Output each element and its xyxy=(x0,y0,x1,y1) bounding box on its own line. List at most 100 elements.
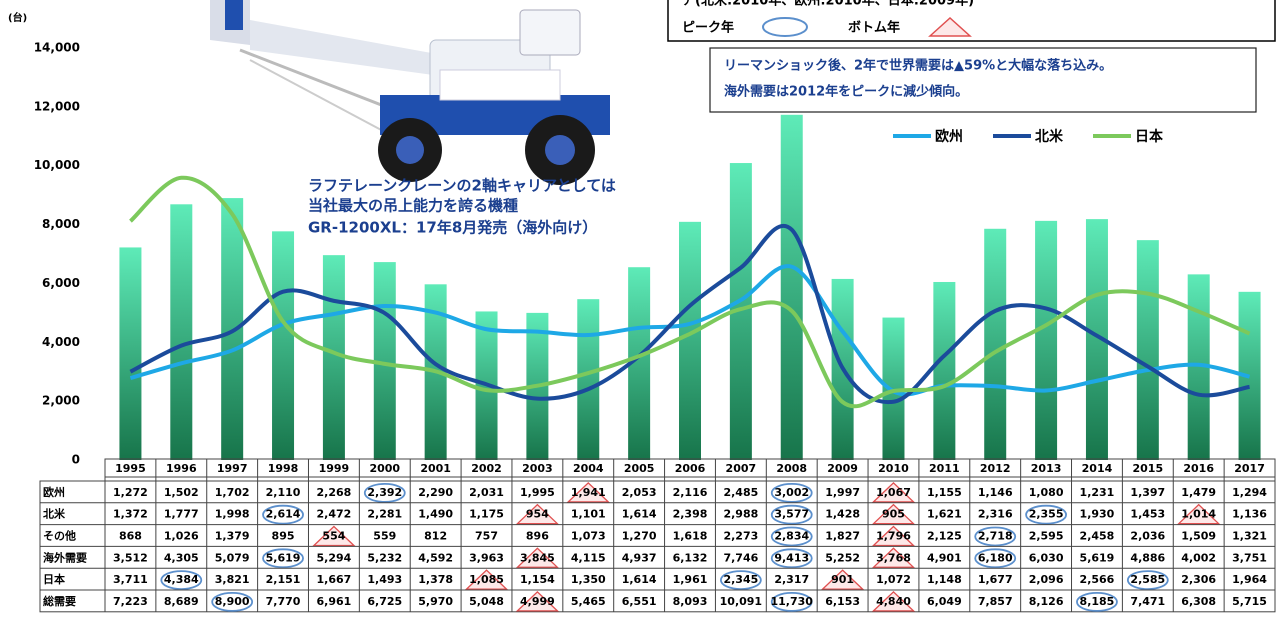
table-value: 2,472 xyxy=(317,508,352,521)
table-value: 905 xyxy=(882,508,905,521)
peak-legend-label: ピーク年 xyxy=(682,20,734,36)
table-value: 1,101 xyxy=(571,508,606,521)
row-label: 総需要 xyxy=(43,594,76,608)
table-value: 5,232 xyxy=(367,551,402,564)
year-label: 2002 xyxy=(471,462,502,475)
table-value: 3,768 xyxy=(876,551,911,564)
table-value: 5,252 xyxy=(825,551,860,564)
table-value: 2,096 xyxy=(1029,573,1064,586)
year-label: 2001 xyxy=(420,462,451,475)
table-value: 2,053 xyxy=(622,486,657,499)
table-value: 1,930 xyxy=(1080,508,1115,521)
table-value: 2,290 xyxy=(418,486,453,499)
table-value: 2,151 xyxy=(266,573,301,586)
table-value: 1,961 xyxy=(673,573,708,586)
table-value: 7,770 xyxy=(266,595,301,608)
table-value: 1,995 xyxy=(520,486,555,499)
table-value: 1,702 xyxy=(215,486,250,499)
year-label: 2005 xyxy=(624,462,655,475)
table-value: 1,493 xyxy=(367,573,402,586)
table-value: 1,350 xyxy=(571,573,606,586)
legend-top-text: ア(北米:2010年、欧州:2010年、日本:2009年) xyxy=(682,0,974,9)
table-value: 1,148 xyxy=(927,573,962,586)
year-label: 2015 xyxy=(1133,462,1164,475)
table-value: 1,621 xyxy=(927,508,962,521)
table-value: 2,355 xyxy=(1029,508,1064,521)
table-value: 1,372 xyxy=(113,508,148,521)
table-value: 1,136 xyxy=(1232,508,1267,521)
table-value: 1,509 xyxy=(1181,530,1216,543)
table-value: 8,185 xyxy=(1080,595,1115,608)
table-value: 7,857 xyxy=(978,595,1013,608)
y-tick-label: 12,000 xyxy=(34,99,80,113)
year-label: 2007 xyxy=(726,462,757,475)
year-label: 2008 xyxy=(776,462,807,475)
y-tick-label: 14,000 xyxy=(34,41,80,55)
bar xyxy=(781,115,803,460)
year-label: 2016 xyxy=(1183,462,1214,475)
year-label: 1996 xyxy=(166,462,197,475)
table-value: 2,988 xyxy=(723,508,758,521)
table-value: 1,155 xyxy=(927,486,962,499)
table-value: 9,413 xyxy=(774,551,809,564)
year-label: 2017 xyxy=(1234,462,1265,475)
bar xyxy=(984,229,1006,460)
bar xyxy=(221,198,243,460)
y-tick-label: 10,000 xyxy=(34,158,80,172)
table-value: 2,345 xyxy=(723,573,758,586)
table-value: 1,080 xyxy=(1029,486,1064,499)
table-value: 7,471 xyxy=(1130,595,1165,608)
table-value: 1,479 xyxy=(1181,486,1216,499)
table-value: 1,453 xyxy=(1130,508,1165,521)
table-value: 1,827 xyxy=(825,530,860,543)
table-value: 1,667 xyxy=(317,573,352,586)
table-value: 3,002 xyxy=(774,486,809,499)
table-value: 6,132 xyxy=(673,551,708,564)
table-value: 1,154 xyxy=(520,573,555,586)
note-line: リーマンショック後、2年で世界需要は▲59%と大幅な落ち込み。 xyxy=(724,58,1112,74)
crane-text: 当社最大の吊上能力を誇る機種 xyxy=(308,197,518,215)
table-value: 757 xyxy=(475,530,498,543)
table-value: 1,490 xyxy=(418,508,453,521)
row-label: その他 xyxy=(43,529,76,543)
table-value: 2,392 xyxy=(367,486,402,499)
bottom-legend-label: ボトム年 xyxy=(848,20,900,36)
table-value: 2,458 xyxy=(1080,530,1115,543)
table-value: 3,963 xyxy=(469,551,504,564)
table-value: 3,577 xyxy=(774,508,809,521)
year-label: 2014 xyxy=(1082,462,1113,475)
bar xyxy=(933,282,955,460)
crane-text: ラフテレーンクレーンの2軸キャリアとしては xyxy=(308,177,616,195)
y-tick-label: 2,000 xyxy=(42,394,80,408)
table-value: 1,379 xyxy=(215,530,250,543)
table-value: 3,751 xyxy=(1232,551,1267,564)
table-value: 1,073 xyxy=(571,530,606,543)
table-value: 6,308 xyxy=(1181,595,1216,608)
table-value: 4,840 xyxy=(876,595,911,608)
table-value: 5,465 xyxy=(571,595,606,608)
table-value: 5,294 xyxy=(317,551,352,564)
table-value: 1,270 xyxy=(622,530,657,543)
bar xyxy=(1035,221,1057,460)
year-label: 2013 xyxy=(1031,462,1062,475)
table-value: 1,175 xyxy=(469,508,504,521)
crane-text: GR-1200XL：17年8月発売（海外向け） xyxy=(308,219,597,237)
row-label: 欧州 xyxy=(43,485,65,499)
year-label: 1999 xyxy=(319,462,350,475)
table-value: 4,002 xyxy=(1181,551,1216,564)
table-value: 6,551 xyxy=(622,595,657,608)
table-value: 4,115 xyxy=(571,551,606,564)
table-value: 6,049 xyxy=(927,595,962,608)
table-value: 5,970 xyxy=(418,595,453,608)
table-value: 1,428 xyxy=(825,508,860,521)
row-label: 北米 xyxy=(43,507,66,521)
table-value: 1,502 xyxy=(164,486,199,499)
table-value: 1,321 xyxy=(1232,530,1267,543)
table-value: 2,306 xyxy=(1181,573,1216,586)
table-value: 895 xyxy=(272,530,295,543)
year-label: 2011 xyxy=(929,462,960,475)
row-label: 日本 xyxy=(43,572,65,586)
bar xyxy=(679,222,701,460)
table-value: 11,730 xyxy=(771,595,814,608)
table-value: 6,153 xyxy=(825,595,860,608)
